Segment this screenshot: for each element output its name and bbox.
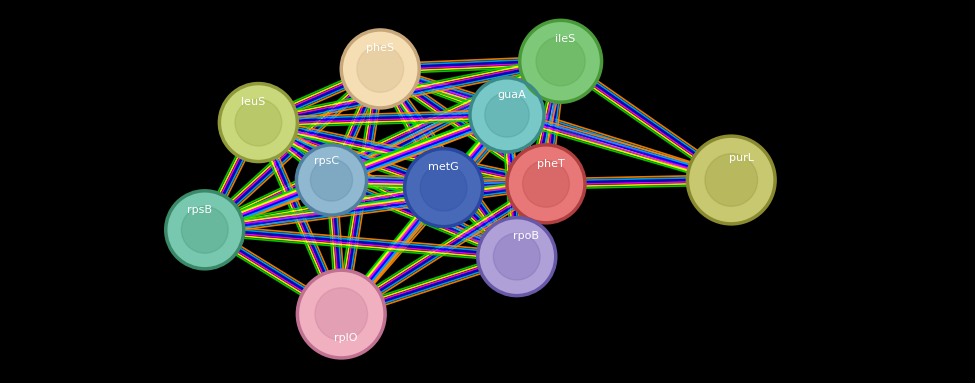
Text: leuS: leuS	[242, 97, 265, 107]
Circle shape	[357, 46, 404, 92]
Circle shape	[315, 288, 368, 340]
Circle shape	[219, 83, 297, 162]
Circle shape	[341, 30, 419, 108]
Circle shape	[485, 93, 529, 137]
Circle shape	[310, 159, 353, 201]
Text: ileS: ileS	[556, 34, 575, 44]
Circle shape	[296, 145, 367, 215]
Circle shape	[520, 20, 602, 102]
Circle shape	[536, 37, 585, 86]
Circle shape	[507, 145, 585, 223]
Text: rpsB: rpsB	[187, 205, 213, 214]
Text: rpoB: rpoB	[514, 231, 539, 241]
Circle shape	[297, 270, 385, 358]
Circle shape	[181, 206, 228, 253]
Circle shape	[523, 160, 569, 207]
Circle shape	[478, 218, 556, 296]
Circle shape	[687, 136, 775, 224]
Circle shape	[470, 78, 544, 152]
Text: pheS: pheS	[367, 43, 394, 53]
Text: purL: purL	[728, 153, 754, 163]
Circle shape	[493, 233, 540, 280]
Text: rpsC: rpsC	[314, 156, 339, 166]
Circle shape	[166, 191, 244, 269]
Circle shape	[420, 164, 467, 211]
Text: guaA: guaA	[497, 90, 526, 100]
Circle shape	[235, 99, 282, 146]
Text: rplO: rplO	[334, 333, 358, 343]
Circle shape	[405, 149, 483, 227]
Circle shape	[705, 154, 758, 206]
Text: metG: metG	[428, 162, 459, 172]
Text: pheT: pheT	[537, 159, 565, 169]
